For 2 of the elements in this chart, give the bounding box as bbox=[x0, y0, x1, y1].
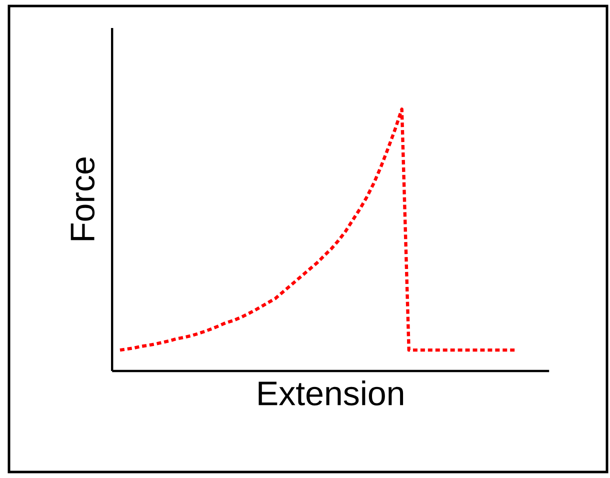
y-axis-title: Force bbox=[70, 158, 95, 240]
x-axis-title: Extension bbox=[258, 380, 404, 406]
